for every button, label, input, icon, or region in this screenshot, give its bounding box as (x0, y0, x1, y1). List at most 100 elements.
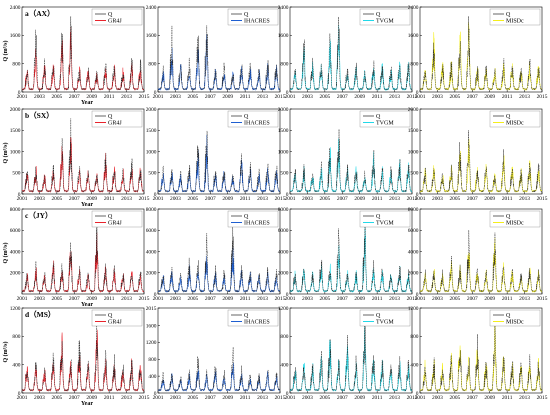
y-tick-label: 1200 (278, 306, 289, 312)
legend-label-model: GR4J (108, 320, 122, 326)
x-tick-label: 2001 (153, 196, 164, 202)
x-tick-label: 2003 (302, 94, 313, 100)
x-tick-label: 2009 (354, 395, 365, 401)
x-tick-label: 2001 (285, 196, 296, 202)
y-tick-label: 500 (12, 171, 20, 177)
y-tick-label: 400 (280, 362, 288, 368)
panel-label: d（MS） (25, 309, 55, 319)
x-tick-label: 2013 (389, 395, 400, 401)
y-tick-label: 0 (286, 292, 289, 298)
y-tick-label: 800 (148, 357, 156, 363)
x-tick-label: 2007 (69, 296, 80, 302)
x-tick-label: 2009 (484, 296, 495, 302)
y-tick-label: 0 (286, 90, 289, 96)
x-tick-label: 2009 (222, 196, 233, 202)
legend-label-model: GR4J (108, 121, 122, 127)
x-tick-label: 2013 (257, 395, 268, 401)
x-tick-label: 2015 (407, 94, 418, 100)
y-tick-label: 0 (416, 391, 419, 397)
series-observed-q (290, 16, 412, 91)
legend-label-model: MISDc (506, 320, 524, 326)
x-tick-label: 2005 (51, 296, 62, 302)
y-tick-label: 0 (18, 90, 21, 96)
x-tick-label: 2001 (17, 196, 28, 202)
panel-jy-tvgm: 0 2000 4000 6000 8000 2001 2003 2005 2007 2009 201… (278, 207, 418, 302)
y-tick-label: 2400 (408, 5, 419, 11)
x-tick-label: 2011 (240, 94, 251, 100)
x-tick-label: 2001 (153, 94, 164, 100)
x-tick-label: 2013 (121, 196, 132, 202)
legend-label-model: MISDc (506, 221, 524, 227)
x-tick-label: 2007 (69, 395, 80, 401)
x-tick-label: 2011 (104, 196, 115, 202)
y-tick-label: 2000 (146, 271, 157, 277)
y-tick-label: 6000 (146, 228, 157, 234)
series-observed-q (22, 118, 144, 193)
series-observed-q (420, 230, 542, 293)
x-tick-label: 2015 (537, 196, 548, 202)
y-tick-label: 8000 (278, 207, 289, 213)
y-tick-label: 0 (416, 292, 419, 298)
x-tick-label: 2011 (502, 94, 513, 100)
x-tick-label: 2003 (170, 296, 181, 302)
x-tick-label: 2005 (449, 296, 460, 302)
x-tick-label: 2005 (449, 395, 460, 401)
series-observed-q (22, 223, 144, 293)
panel-ms-ihacres: 0 400 800 1200 1600 2015 2001 2003 2005 2007 2009 2… (146, 306, 286, 401)
x-tick-label: 2011 (240, 395, 251, 401)
y-tick-label: 800 (410, 334, 418, 340)
y-tick-label: 800 (280, 334, 288, 340)
panel-sx-tvgm: 0 500 1000 1500 2000 2001 2003 2005 2007 2009 2011… (278, 107, 418, 202)
y-tick-label: 8000 (146, 207, 157, 213)
y-tick-label: 1200 (408, 306, 419, 312)
x-tick-label: 2005 (187, 395, 198, 401)
y-tick-label: 1500 (10, 128, 21, 134)
x-tick-label: 2001 (415, 296, 426, 302)
x-tick-label: 2001 (415, 196, 426, 202)
y-tick-label: 1500 (278, 128, 289, 134)
x-tick-label: 2009 (484, 94, 495, 100)
x-tick-label: 2015 (139, 296, 150, 302)
x-tick-label: 2003 (34, 395, 45, 401)
x-tick-label: 2001 (153, 296, 164, 302)
y-tick-label: 2015 (146, 306, 157, 312)
legend-label-q: Q (244, 313, 249, 319)
y-tick-label: 1200 (10, 306, 21, 312)
x-tick-label: 2007 (205, 395, 216, 401)
x-tick-label: 2003 (170, 395, 181, 401)
legend-label-q: Q (244, 214, 249, 220)
y-tick-label: 2000 (146, 107, 157, 113)
x-tick-label: 2009 (222, 296, 233, 302)
y-tick-label: 500 (410, 171, 418, 177)
x-tick-label: 2015 (139, 196, 150, 202)
y-tick-label: 1200 (146, 340, 157, 346)
legend-label-model: TVGM (376, 221, 394, 227)
x-tick-label: 2003 (302, 196, 313, 202)
y-tick-label: 2000 (278, 107, 289, 113)
x-tick-label: 2009 (484, 196, 495, 202)
x-tick-label: 2003 (170, 196, 181, 202)
x-tick-label: 2001 (17, 296, 28, 302)
legend-label-q: Q (506, 12, 511, 18)
legend-label-q: Q (108, 313, 113, 319)
y-tick-label: 800 (410, 61, 418, 67)
x-tick-label: 2011 (104, 94, 115, 100)
x-tick-label: 2003 (302, 395, 313, 401)
x-tick-label: 2005 (187, 196, 198, 202)
x-tick-label: 2015 (275, 94, 286, 100)
y-tick-label: 2400 (146, 5, 157, 11)
y-tick-label: 800 (148, 61, 156, 67)
x-tick-label: 2011 (502, 196, 513, 202)
y-tick-label: 1600 (146, 323, 157, 329)
y-tick-label: 0 (18, 391, 21, 397)
x-tick-label: 2011 (372, 296, 383, 302)
y-tick-label: 0 (154, 292, 157, 298)
x-tick-label: 2011 (240, 296, 251, 302)
